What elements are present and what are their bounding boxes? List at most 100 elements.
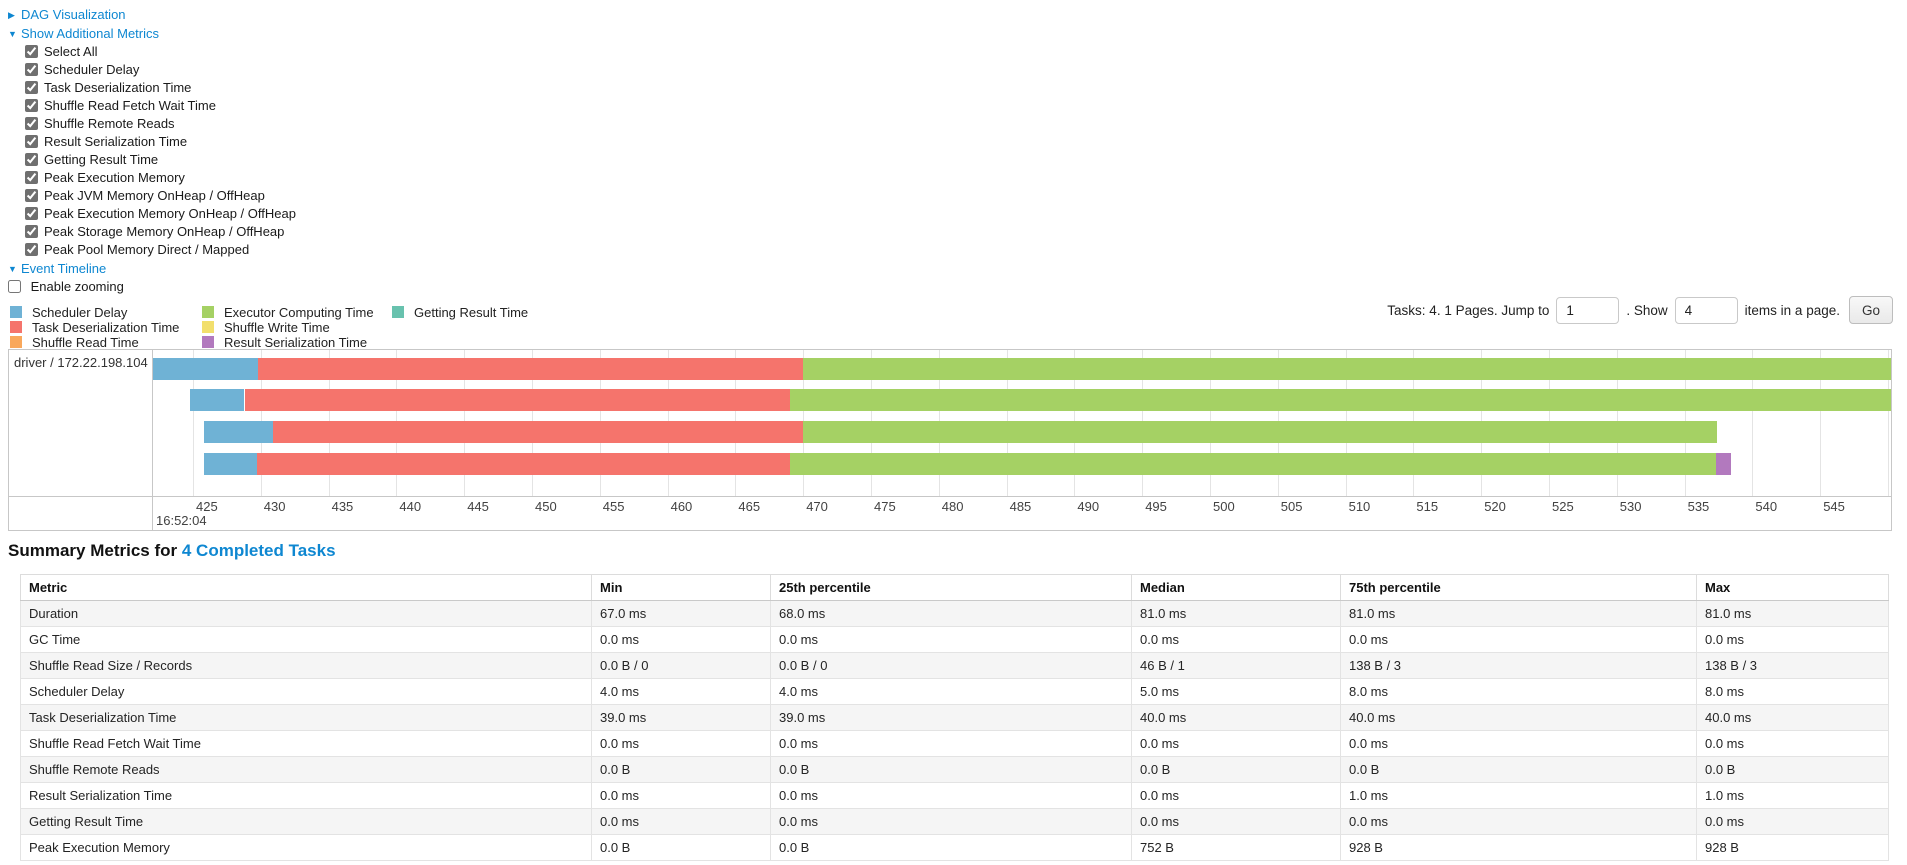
table-cell: 0.0 B	[1696, 756, 1889, 783]
metric-checkbox-row: Shuffle Read Fetch Wait Time	[25, 97, 296, 115]
executor-group-label: driver / 172.22.198.104	[14, 355, 148, 370]
axis-tick-label: 425	[196, 499, 218, 514]
metric-checkbox[interactable]	[25, 225, 38, 238]
scheduler-delay-swatch-icon	[10, 306, 22, 318]
task-bar-scheduler-delay[interactable]	[153, 358, 259, 380]
table-cell: 0.0 ms	[1696, 730, 1889, 757]
metric-checkbox-row: Result Serialization Time	[25, 133, 296, 151]
timeline-legend: Scheduler Delay Task Deserialization Time…	[10, 305, 528, 350]
table-cell: 67.0 ms	[591, 600, 771, 627]
axis-tick-label: 480	[941, 499, 964, 514]
show-additional-metrics-toggle[interactable]: ▼ Show Additional Metrics	[8, 24, 296, 43]
metric-checkbox[interactable]	[25, 63, 38, 76]
table-cell: 752 B	[1131, 834, 1341, 861]
items-per-page-input[interactable]	[1674, 296, 1738, 324]
table-cell: 0.0 ms	[1340, 626, 1697, 653]
task-bar-result-serialization[interactable]	[1715, 453, 1731, 475]
legend-item-label: Getting Result Time	[414, 304, 529, 320]
table-cell: Result Serialization Time	[20, 782, 592, 809]
axis-tick-label: 515	[1416, 499, 1439, 514]
table-cell: 0.0 ms	[1131, 730, 1341, 757]
task-bar-task-deserialization[interactable]	[273, 421, 804, 443]
metric-checkbox[interactable]	[25, 243, 38, 256]
table-header-cell: Metric	[20, 574, 592, 601]
dag-visualization-link[interactable]: DAG Visualization	[21, 7, 126, 22]
metric-checkbox[interactable]	[25, 207, 38, 220]
metric-checkbox[interactable]	[25, 81, 38, 94]
event-timeline-chart: driver / 172.22.198.104 16:52:04 425 430 4…	[8, 349, 1892, 531]
task-bar-executor-computing[interactable]	[803, 421, 1718, 443]
metric-checkbox-row: Task Deserialization Time	[25, 79, 296, 97]
legend-item: Scheduler Delay	[10, 304, 202, 320]
legend-item-label: Shuffle Write Time	[224, 319, 330, 335]
table-cell: Duration	[20, 600, 592, 627]
table-cell: Shuffle Read Fetch Wait Time	[20, 730, 592, 757]
metric-checkbox-row: Getting Result Time	[25, 151, 296, 169]
table-header-cell: Median	[1131, 574, 1341, 601]
show-additional-metrics-link[interactable]: Show Additional Metrics	[21, 26, 160, 41]
task-bar-task-deserialization[interactable]	[244, 389, 790, 411]
table-cell: 0.0 ms	[1131, 808, 1341, 835]
legend-item: Getting Result Time	[392, 304, 529, 320]
metric-checkbox[interactable]	[25, 153, 38, 166]
metric-checkbox-row: Peak Pool Memory Direct / Mapped	[25, 241, 296, 259]
axis-tick-label: 470	[806, 499, 828, 514]
table-cell: 0.0 ms	[770, 626, 1132, 653]
enable-zooming-checkbox[interactable]	[8, 280, 21, 293]
table-row: Shuffle Read Fetch Wait Time 0.0 ms 0.0 ms…	[20, 730, 1889, 757]
table-header-cell: 25th percentile	[770, 574, 1132, 601]
jump-to-page-input[interactable]	[1556, 296, 1620, 324]
axis-tick-label: 535	[1687, 499, 1710, 514]
metric-checkbox-label: Scheduler Delay	[44, 62, 140, 77]
axis-tick-label: 445	[467, 499, 489, 514]
table-row: Getting Result Time 0.0 ms 0.0 ms 0.0 ms 0.0…	[20, 808, 1889, 835]
completed-tasks-link[interactable]: 4 Completed Tasks	[181, 541, 336, 560]
task-bar-executor-computing[interactable]	[789, 389, 1891, 411]
table-cell: 0.0 ms	[591, 730, 771, 757]
metric-checkbox-row: Shuffle Remote Reads	[25, 115, 296, 133]
table-cell: 0.0 ms	[1131, 782, 1341, 809]
table-row: Task Deserialization Time 39.0 ms 39.0 ms 4…	[20, 704, 1889, 731]
go-button[interactable]: Go	[1848, 296, 1893, 324]
axis-tick-label: 525	[1552, 499, 1574, 514]
task-bar-executor-computing[interactable]	[803, 358, 1891, 380]
event-timeline-toggle[interactable]: ▼ Event Timeline	[8, 259, 296, 278]
table-cell: 0.0 ms	[591, 626, 771, 653]
table-cell: 0.0 B	[770, 756, 1132, 783]
table-row: Shuffle Read Size / Records 0.0 B / 0 0.0 …	[20, 652, 1889, 679]
getting-result-swatch-icon	[392, 306, 404, 318]
legend-item: Shuffle Write Time	[202, 319, 392, 335]
task-bar-scheduler-delay[interactable]	[203, 453, 257, 475]
result-serialization-swatch-icon	[202, 336, 214, 348]
task-bar-scheduler-delay[interactable]	[203, 421, 273, 443]
metric-checkbox[interactable]	[25, 45, 38, 58]
legend-item: Shuffle Read Time	[10, 335, 202, 350]
axis-tick-label: 475	[874, 499, 896, 514]
enable-zooming-row: Enable zooming	[8, 278, 296, 296]
metric-checkbox[interactable]	[25, 171, 38, 184]
metric-checkbox-label: Peak JVM Memory OnHeap / OffHeap	[44, 188, 265, 203]
task-bar-task-deserialization[interactable]	[258, 358, 804, 380]
summary-title-text: Summary Metrics for	[8, 541, 178, 560]
legend-column: Getting Result Time	[392, 305, 528, 350]
table-cell: 0.0 B / 0	[591, 652, 771, 679]
legend-column: Scheduler Delay Task Deserialization Time…	[10, 305, 202, 350]
dag-visualization-toggle[interactable]: ▶ DAG Visualization	[8, 5, 296, 24]
table-cell: 138 B / 3	[1340, 652, 1697, 679]
legend-item-label: Scheduler Delay	[32, 304, 128, 320]
metric-checkbox[interactable]	[25, 99, 38, 112]
table-cell: 0.0 ms	[1340, 730, 1697, 757]
table-cell: 81.0 ms	[1131, 600, 1341, 627]
stage-controls-panel: ▶ DAG Visualization ▼ Show Additional Metr…	[8, 5, 296, 296]
metric-checkbox[interactable]	[25, 135, 38, 148]
axis-tick-label: 545	[1823, 499, 1845, 514]
task-bar-scheduler-delay[interactable]	[190, 389, 245, 411]
axis-gridline	[1752, 350, 1754, 496]
metric-checkbox-label: Task Deserialization Time	[44, 80, 192, 95]
task-bar-executor-computing[interactable]	[789, 453, 1716, 475]
metric-checkbox[interactable]	[25, 117, 38, 130]
event-timeline-link[interactable]: Event Timeline	[21, 261, 107, 276]
task-bar-task-deserialization[interactable]	[256, 453, 790, 475]
metric-checkbox[interactable]	[25, 189, 38, 202]
